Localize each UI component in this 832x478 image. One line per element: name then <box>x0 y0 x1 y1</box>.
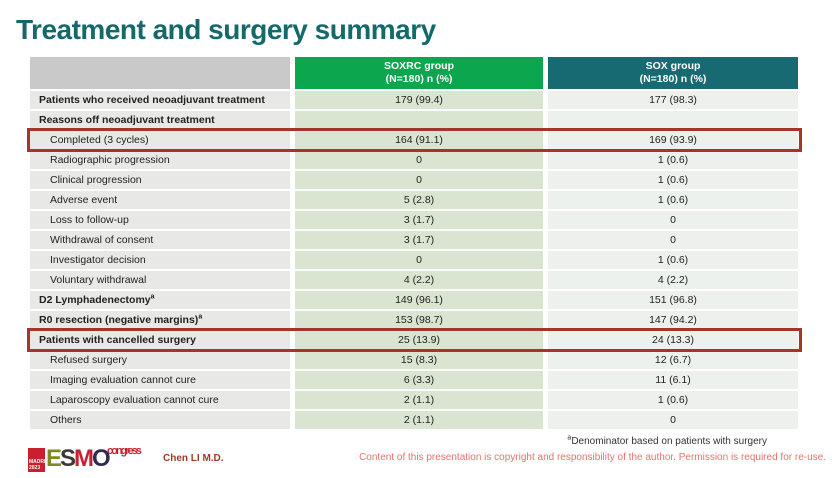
header-sox-group: SOX group (N=180) n (%) <box>548 57 798 89</box>
table-body: Patients who received neoadjuvant treatm… <box>27 91 802 429</box>
header-soxrc-group: SOXRC group (N=180) n (%) <box>295 57 543 89</box>
row-label: R0 resection (negative margins)a <box>30 311 290 329</box>
table-row: Clinical progression 0 1 (0.6) <box>30 171 798 189</box>
soxrc-value-cell <box>295 111 543 129</box>
row-label: Completed (3 cycles) <box>30 131 290 149</box>
sox-value-cell: 151 (96.8) <box>548 291 798 309</box>
soxrc-value-cell: 164 (91.1) <box>295 131 543 149</box>
year-label: 2023 <box>29 465 41 471</box>
row-label: Laparoscopy evaluation cannot cure <box>30 391 290 409</box>
table-row: Adverse event 5 (2.8) 1 (0.6) <box>30 191 798 209</box>
row-label: Withdrawal of consent <box>30 231 290 249</box>
soxrc-value-cell: 15 (8.3) <box>295 351 543 369</box>
table-row: Loss to follow-up 3 (1.7) 0 <box>30 211 798 229</box>
soxrc-value-cell: 2 (1.1) <box>295 391 543 409</box>
sox-value-cell: 12 (6.7) <box>548 351 798 369</box>
copyright-notice: Content of this presentation is copyrigh… <box>359 452 826 463</box>
row-label: Refused surgery <box>30 351 290 369</box>
sox-value-cell: 1 (0.6) <box>548 251 798 269</box>
table-row: Others 2 (1.1) 0 <box>30 411 798 429</box>
sox-value-cell: 177 (98.3) <box>548 91 798 109</box>
sox-value-cell: 1 (0.6) <box>548 391 798 409</box>
table-header-row: SOXRC group (N=180) n (%) SOX group (N=1… <box>30 57 798 89</box>
soxrc-value-cell: 153 (98.7) <box>295 311 543 329</box>
esmo-wordmark: ESMO congress <box>46 445 142 472</box>
row-label: Reasons off neoadjuvant treatment <box>30 111 290 129</box>
soxrc-group-name: SOXRC group <box>384 59 454 72</box>
soxrc-value-cell: 25 (13.9) <box>295 331 543 349</box>
sox-value-cell: 1 (0.6) <box>548 191 798 209</box>
summary-table: SOXRC group (N=180) n (%) SOX group (N=1… <box>27 57 802 431</box>
soxrc-value-cell: 5 (2.8) <box>295 191 543 209</box>
table-row: R0 resection (negative margins)a 153 (98.… <box>30 311 798 329</box>
row-label: D2 Lymphadenectomya <box>30 291 290 309</box>
table-row: Imaging evaluation cannot cure 6 (3.3) 11 … <box>30 371 798 389</box>
table-row: Refused surgery 15 (8.3) 12 (6.7) <box>30 351 798 369</box>
sox-value-cell: 0 <box>548 411 798 429</box>
soxrc-value-cell: 0 <box>295 171 543 189</box>
soxrc-value-cell: 0 <box>295 251 543 269</box>
table-row: Laparoscopy evaluation cannot cure 2 (1.1… <box>30 391 798 409</box>
row-label: Radiographic progression <box>30 151 290 169</box>
table-footnote: aDenominator based on patients with surg… <box>567 434 767 447</box>
row-label: Investigator decision <box>30 251 290 269</box>
sox-value-cell: 4 (2.2) <box>548 271 798 289</box>
soxrc-value-cell: 2 (1.1) <box>295 411 543 429</box>
soxrc-value-cell: 0 <box>295 151 543 169</box>
soxrc-value-cell: 3 (1.7) <box>295 231 543 249</box>
sox-group-n: (N=180) n (%) <box>639 73 707 85</box>
table-row: Investigator decision 0 1 (0.6) <box>30 251 798 269</box>
author-credit: Chen LI M.D. <box>163 453 224 464</box>
table-row: Patients who received neoadjuvant treatm… <box>30 91 798 109</box>
row-label: Patients who received neoadjuvant treatm… <box>30 91 290 109</box>
soxrc-value-cell: 4 (2.2) <box>295 271 543 289</box>
sox-value-cell: 0 <box>548 231 798 249</box>
table-row: Completed (3 cycles) 164 (91.1) 169 (93.9) <box>27 128 802 152</box>
sox-group-name: SOX group <box>645 59 701 72</box>
row-label: Others <box>30 411 290 429</box>
row-label: Loss to follow-up <box>30 211 290 229</box>
soxrc-group-n: (N=180) n (%) <box>385 73 453 85</box>
sox-value-cell: 24 (13.3) <box>548 331 798 349</box>
sox-value-cell: 11 (6.1) <box>548 371 798 389</box>
madrid-label: MADRID <box>29 459 49 465</box>
sox-value-cell: 169 (93.9) <box>548 131 798 149</box>
row-label: Imaging evaluation cannot cure <box>30 371 290 389</box>
table-row: Withdrawal of consent 3 (1.7) 0 <box>30 231 798 249</box>
page-title: Treatment and surgery summary <box>16 14 436 45</box>
table-row: D2 Lymphadenectomya 149 (96.1) 151 (96.8) <box>30 291 798 309</box>
esmo-congress-logo: MADRID 2023 ESMO congress <box>28 444 148 474</box>
footnote-superscript: a <box>567 434 572 442</box>
table-row: Radiographic progression 0 1 (0.6) <box>30 151 798 169</box>
row-label: Adverse event <box>30 191 290 209</box>
madrid-2023-badge: MADRID 2023 <box>28 448 49 472</box>
soxrc-value-cell: 179 (99.4) <box>295 91 543 109</box>
table-row: Patients with cancelled surgery 25 (13.9)… <box>27 328 802 352</box>
table-row: Reasons off neoadjuvant treatment <box>30 111 798 129</box>
row-label: Voluntary withdrawal <box>30 271 290 289</box>
congress-label: congress <box>107 445 142 457</box>
sox-value-cell <box>548 111 798 129</box>
soxrc-value-cell: 3 (1.7) <box>295 211 543 229</box>
sox-value-cell: 1 (0.6) <box>548 171 798 189</box>
sox-value-cell: 0 <box>548 211 798 229</box>
soxrc-value-cell: 149 (96.1) <box>295 291 543 309</box>
row-label: Patients with cancelled surgery <box>30 331 290 349</box>
sox-value-cell: 1 (0.6) <box>548 151 798 169</box>
table-row: Voluntary withdrawal 4 (2.2) 4 (2.2) <box>30 271 798 289</box>
header-label-cell <box>30 57 290 89</box>
sox-value-cell: 147 (94.2) <box>548 311 798 329</box>
soxrc-value-cell: 6 (3.3) <box>295 371 543 389</box>
row-label: Clinical progression <box>30 171 290 189</box>
